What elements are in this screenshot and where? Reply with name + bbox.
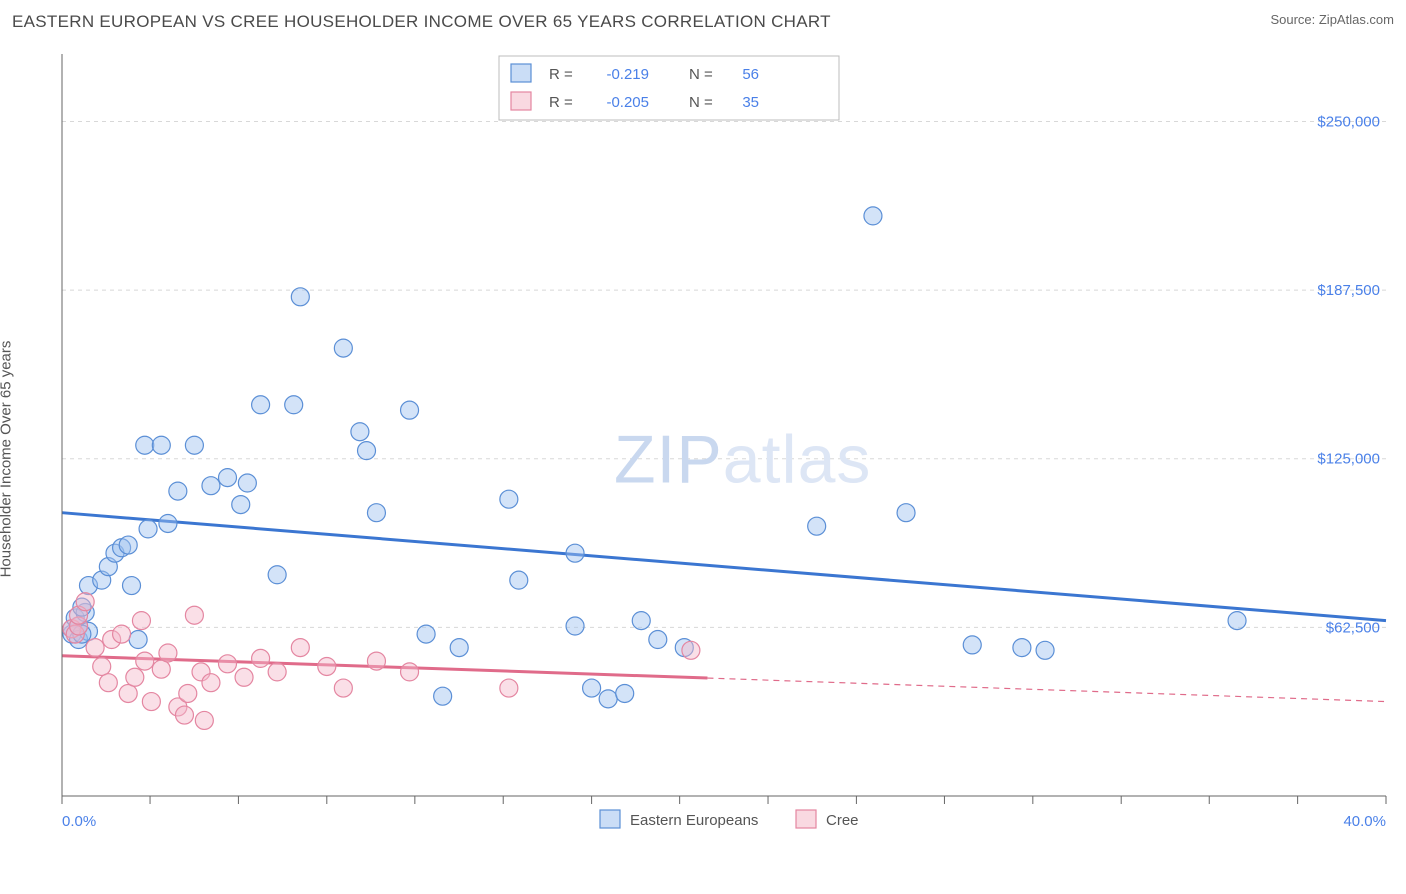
- data-point: [76, 593, 94, 611]
- data-point: [113, 625, 131, 643]
- data-point: [185, 606, 203, 624]
- data-point: [232, 496, 250, 514]
- legend-swatch: [511, 64, 531, 82]
- data-point: [291, 639, 309, 657]
- legend-r-label: R =: [549, 66, 573, 83]
- data-point: [1013, 639, 1031, 657]
- data-point: [897, 504, 915, 522]
- data-point: [510, 571, 528, 589]
- data-point: [159, 644, 177, 662]
- data-point: [401, 401, 419, 419]
- data-point: [238, 474, 256, 492]
- legend-series-label: Cree: [826, 812, 859, 829]
- watermark: ZIPatlas: [614, 422, 871, 498]
- source-prefix: Source:: [1270, 12, 1318, 27]
- data-point: [334, 339, 352, 357]
- data-point: [235, 668, 253, 686]
- data-point: [152, 660, 170, 678]
- data-point: [219, 469, 237, 487]
- data-point: [632, 612, 650, 630]
- data-point: [318, 657, 336, 675]
- data-point: [434, 687, 452, 705]
- data-point: [126, 668, 144, 686]
- data-point: [367, 504, 385, 522]
- data-point: [123, 577, 141, 595]
- data-point: [1228, 612, 1246, 630]
- legend-series-label: Eastern Europeans: [630, 812, 758, 829]
- legend-swatch: [511, 92, 531, 110]
- data-point: [649, 631, 667, 649]
- data-point: [367, 652, 385, 670]
- y-axis-label: Householder Income Over 65 years: [0, 341, 15, 578]
- data-point: [142, 693, 160, 711]
- data-point: [808, 517, 826, 535]
- chart-area: Householder Income Over 65 years ZIPatla…: [12, 36, 1394, 882]
- data-point: [351, 423, 369, 441]
- source-attribution: Source: ZipAtlas.com: [1270, 12, 1394, 27]
- y-tick-label: $125,000: [1317, 451, 1380, 468]
- data-point: [119, 536, 137, 554]
- trend-line-extrapolated: [707, 678, 1386, 702]
- data-point: [291, 288, 309, 306]
- data-point: [963, 636, 981, 654]
- trend-line: [62, 513, 1386, 621]
- data-point: [599, 690, 617, 708]
- source-link[interactable]: ZipAtlas.com: [1319, 12, 1394, 27]
- legend-swatch: [796, 810, 816, 828]
- data-point: [285, 396, 303, 414]
- x-tick-label: 0.0%: [62, 813, 96, 830]
- data-point: [334, 679, 352, 697]
- legend-r-value: -0.205: [606, 94, 649, 111]
- legend-n-label: N =: [689, 66, 713, 83]
- legend-swatch: [600, 810, 620, 828]
- chart-title: EASTERN EUROPEAN VS CREE HOUSEHOLDER INC…: [12, 12, 831, 32]
- data-point: [139, 520, 157, 538]
- legend-r-value: -0.219: [606, 66, 649, 83]
- data-point: [583, 679, 601, 697]
- data-point: [202, 477, 220, 495]
- data-point: [99, 674, 117, 692]
- data-point: [136, 652, 154, 670]
- data-point: [252, 396, 270, 414]
- data-point: [401, 663, 419, 681]
- legend-n-label: N =: [689, 94, 713, 111]
- data-point: [864, 207, 882, 225]
- data-point: [129, 631, 147, 649]
- data-point: [175, 706, 193, 724]
- y-tick-label: $62,500: [1326, 619, 1380, 636]
- data-point: [566, 544, 584, 562]
- x-tick-label: 40.0%: [1343, 813, 1386, 830]
- data-point: [86, 639, 104, 657]
- data-point: [93, 657, 111, 675]
- data-point: [169, 482, 187, 500]
- data-point: [1036, 641, 1054, 659]
- data-point: [268, 566, 286, 584]
- data-point: [616, 684, 634, 702]
- data-point: [682, 641, 700, 659]
- legend-n-value: 35: [742, 94, 759, 111]
- data-point: [136, 436, 154, 454]
- data-point: [159, 514, 177, 532]
- data-point: [119, 684, 137, 702]
- data-point: [185, 436, 203, 454]
- data-point: [252, 649, 270, 667]
- legend-n-value: 56: [742, 66, 759, 83]
- data-point: [500, 490, 518, 508]
- data-point: [450, 639, 468, 657]
- data-point: [417, 625, 435, 643]
- data-point: [202, 674, 220, 692]
- data-point: [195, 711, 213, 729]
- data-point: [500, 679, 518, 697]
- data-point: [219, 655, 237, 673]
- data-point: [152, 436, 170, 454]
- data-point: [358, 442, 376, 460]
- data-point: [566, 617, 584, 635]
- scatter-plot-svg: ZIPatlas 0.0% 40.0% $62,500 $125,000 $187,500…: [54, 36, 1394, 882]
- y-tick-label: $250,000: [1317, 113, 1380, 130]
- data-point: [268, 663, 286, 681]
- legend-r-label: R =: [549, 94, 573, 111]
- data-point: [132, 612, 150, 630]
- y-tick-label: $187,500: [1317, 282, 1380, 299]
- data-point: [179, 684, 197, 702]
